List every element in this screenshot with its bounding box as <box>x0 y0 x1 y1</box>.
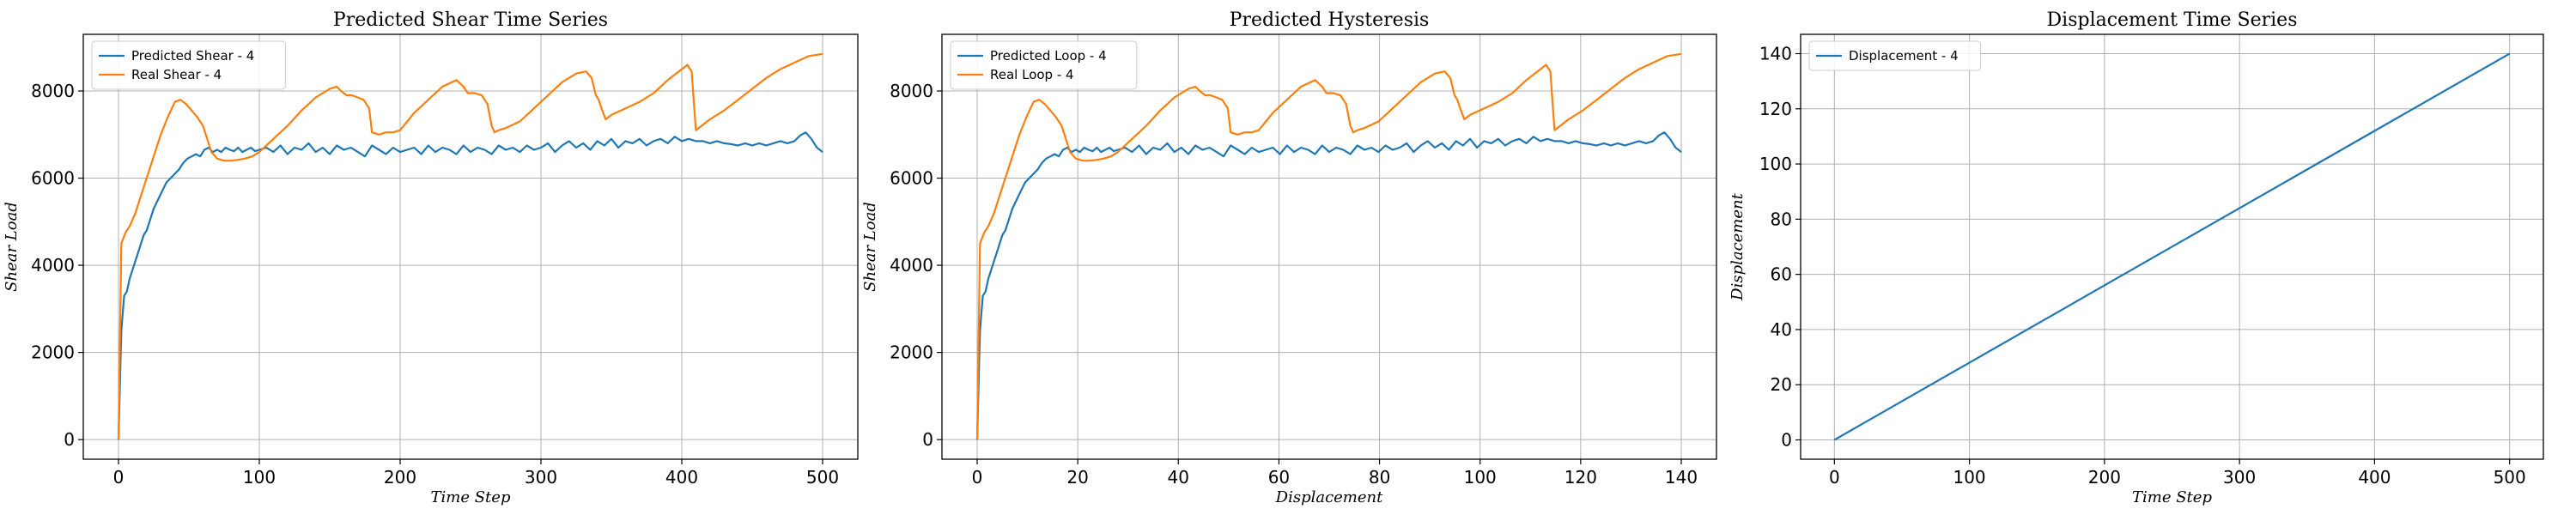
series-line-1 <box>117 131 823 440</box>
chart-panel-3: 0 100 200 300 400 500 0 20 40 60 80 100 120 140 Displa… <box>1728 9 2544 506</box>
y-tick-label: 6000 <box>890 168 933 189</box>
plot-frame <box>1800 33 2544 460</box>
series-line-2 <box>975 52 1682 440</box>
chart-panel-2: 0 20 40 60 80 100 120 140 0 2000 4000 6000 8000 Predi… <box>861 9 1717 506</box>
y-tick-label: 40 <box>1771 319 1792 340</box>
x-tick-label: 0 <box>113 467 125 488</box>
x-axis-label: Displacement <box>1275 488 1383 506</box>
series-line-1 <box>1833 52 2511 441</box>
x-tick-label: 500 <box>806 467 839 488</box>
x-tick-label: 0 <box>1829 467 1840 488</box>
y-tick-label: 8000 <box>890 81 933 101</box>
legend-label: Predicted Shear - 4 <box>131 48 254 64</box>
y-tick-label: 120 <box>1759 99 1792 119</box>
y-tick-label: 140 <box>1759 44 1792 64</box>
y-tick-label: 4000 <box>890 255 933 276</box>
x-tick-label: 500 <box>2494 467 2526 488</box>
x-tick-label: 120 <box>1564 467 1597 488</box>
legend-label: Real Shear - 4 <box>131 67 222 82</box>
plot-frame <box>941 33 1717 460</box>
legend-label: Displacement - 4 <box>1849 48 1959 64</box>
y-tick-label: 8000 <box>31 81 75 101</box>
legend-label: Predicted Loop - 4 <box>990 48 1107 64</box>
plot-frame <box>82 33 859 460</box>
y-tick-label: 2000 <box>31 342 75 363</box>
chart-title: Predicted Hysteresis <box>1230 9 1430 31</box>
legend-box <box>1808 40 1982 71</box>
y-tick-label: 60 <box>1771 264 1792 285</box>
y-axis-label: Shear Load <box>861 202 879 292</box>
chart-panel-1: 0 100 200 300 400 500 0 2000 4000 6000 8000 Predict… <box>3 9 859 506</box>
x-tick-label: 100 <box>243 467 276 488</box>
x-axis-label: Time Step <box>431 488 511 506</box>
chart-title: Displacement Time Series <box>2047 9 2298 31</box>
x-tick-label: 200 <box>2088 467 2121 488</box>
x-tick-label: 300 <box>525 467 557 488</box>
x-tick-label: 100 <box>1953 467 1985 488</box>
legend-label: Real Loop - 4 <box>990 67 1074 82</box>
x-tick-label: 40 <box>1168 467 1189 488</box>
y-axis-label: Displacement <box>1728 192 1747 300</box>
y-tick-label: 80 <box>1771 209 1792 229</box>
x-tick-label: 20 <box>1066 467 1088 488</box>
y-tick-label: 4000 <box>31 255 75 276</box>
y-tick-label: 20 <box>1771 374 1792 395</box>
x-axis-label: Time Step <box>2132 488 2212 506</box>
y-axis-label: Shear Load <box>3 202 21 292</box>
y-tick-label: 0 <box>1781 430 1792 451</box>
x-tick-label: 0 <box>972 467 983 488</box>
x-tick-label: 80 <box>1369 467 1390 488</box>
x-tick-label: 400 <box>665 467 698 488</box>
legend-box <box>91 40 286 90</box>
x-tick-label: 400 <box>2358 467 2391 488</box>
x-tick-label: 60 <box>1268 467 1290 488</box>
series-line-2 <box>117 52 823 440</box>
chart-title: Predicted Shear Time Series <box>333 9 608 31</box>
series-line-1 <box>975 131 1682 440</box>
x-tick-label: 300 <box>2223 467 2256 488</box>
y-tick-label: 0 <box>64 429 75 450</box>
x-tick-label: 100 <box>1464 467 1497 488</box>
legend-box <box>950 40 1138 90</box>
y-tick-label: 2000 <box>890 342 933 363</box>
x-tick-label: 140 <box>1665 467 1698 488</box>
y-tick-label: 6000 <box>31 168 75 189</box>
y-tick-label: 0 <box>922 429 933 450</box>
x-tick-label: 200 <box>384 467 416 488</box>
y-tick-label: 100 <box>1759 154 1792 174</box>
